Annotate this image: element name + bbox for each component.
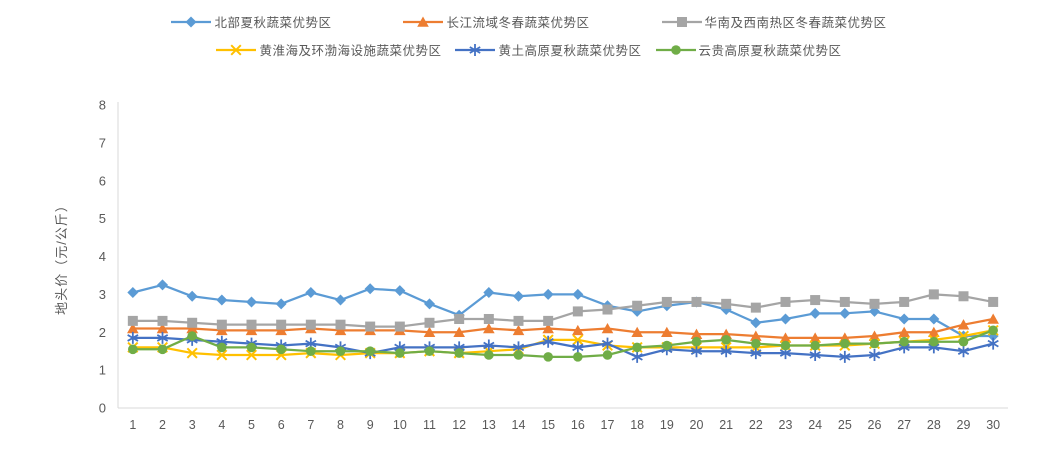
svg-text:24: 24 [808, 418, 822, 432]
chart-legend: 北部夏秋蔬菜优势区 长江流域冬春蔬菜优势区 华南及西南热区冬春蔬菜优势区 黄淮海… [0, 12, 1058, 68]
svg-text:7: 7 [99, 135, 106, 150]
legend-item-north-summer-autumn: 北部夏秋蔬菜优势区 [171, 12, 331, 31]
svg-text:23: 23 [779, 418, 793, 432]
legend-label: 黄淮海及环渤海设施蔬菜优势区 [259, 44, 442, 58]
legend-item-huanghuaihai-facility: 黄淮海及环渤海设施蔬菜优势区 [216, 40, 441, 59]
svg-text:18: 18 [630, 418, 644, 432]
svg-text:14: 14 [512, 418, 526, 432]
svg-text:17: 17 [601, 418, 615, 432]
legend-asterisk-icon [455, 43, 496, 56]
svg-text:25: 25 [838, 418, 852, 432]
svg-text:4: 4 [218, 418, 225, 432]
svg-text:8: 8 [99, 98, 106, 113]
svg-text:30: 30 [986, 418, 1000, 432]
svg-text:11: 11 [423, 418, 436, 432]
svg-text:15: 15 [541, 418, 555, 432]
svg-text:5: 5 [99, 211, 106, 226]
legend-x-icon [216, 43, 257, 56]
svg-text:22: 22 [749, 418, 763, 432]
svg-text:26: 26 [868, 418, 882, 432]
svg-text:27: 27 [897, 418, 911, 432]
legend-triangle-icon [403, 16, 444, 27]
svg-text:9: 9 [367, 418, 374, 432]
svg-text:地头价（元/公斤）: 地头价（元/公斤） [54, 198, 69, 315]
legend-label: 云贵高原夏秋蔬菜优势区 [698, 44, 842, 58]
svg-text:28: 28 [927, 418, 941, 432]
legend-label: 黄土高原夏秋蔬菜优势区 [498, 44, 642, 58]
svg-text:8: 8 [337, 418, 344, 432]
svg-text:2: 2 [99, 325, 106, 340]
legend-item-loess-plateau-summer-autumn: 黄土高原夏秋蔬菜优势区 [455, 40, 641, 59]
svg-text:16: 16 [571, 418, 585, 432]
legend-square-icon [661, 16, 702, 27]
legend-item-yungui-plateau-summer-autumn: 云贵高原夏秋蔬菜优势区 [655, 40, 842, 59]
svg-text:6: 6 [278, 418, 285, 432]
svg-text:1: 1 [99, 363, 106, 378]
legend-circle-icon [655, 44, 696, 55]
svg-text:4: 4 [99, 249, 106, 264]
svg-text:3: 3 [99, 287, 106, 302]
legend-row-1: 北部夏秋蔬菜优势区 长江流域冬春蔬菜优势区 华南及西南热区冬春蔬菜优势区 [0, 12, 1058, 31]
legend-label: 北部夏秋蔬菜优势区 [214, 16, 332, 30]
svg-text:20: 20 [690, 418, 704, 432]
svg-text:13: 13 [482, 418, 496, 432]
legend-item-south-china-winter-spring: 华南及西南热区冬春蔬菜优势区 [661, 12, 887, 31]
svg-text:7: 7 [307, 418, 314, 432]
svg-text:19: 19 [660, 418, 674, 432]
legend-label: 华南及西南热区冬春蔬菜优势区 [704, 16, 887, 30]
svg-text:29: 29 [957, 418, 971, 432]
svg-text:12: 12 [452, 418, 466, 432]
svg-text:3: 3 [189, 418, 196, 432]
svg-text:1: 1 [129, 418, 136, 432]
svg-text:5: 5 [248, 418, 255, 432]
legend-label: 长江流域冬春蔬菜优势区 [446, 16, 590, 30]
legend-item-yangtze-winter-spring: 长江流域冬春蔬菜优势区 [403, 12, 589, 31]
svg-text:21: 21 [719, 418, 733, 432]
svg-text:0: 0 [99, 401, 106, 416]
legend-row-2: 黄淮海及环渤海设施蔬菜优势区 黄土高原夏秋蔬菜优势区 云贵高原夏秋蔬菜优势区 [0, 40, 1058, 59]
legend-diamond-icon [171, 16, 212, 27]
svg-text:6: 6 [99, 173, 106, 188]
svg-text:2: 2 [159, 418, 166, 432]
svg-text:10: 10 [393, 418, 407, 432]
